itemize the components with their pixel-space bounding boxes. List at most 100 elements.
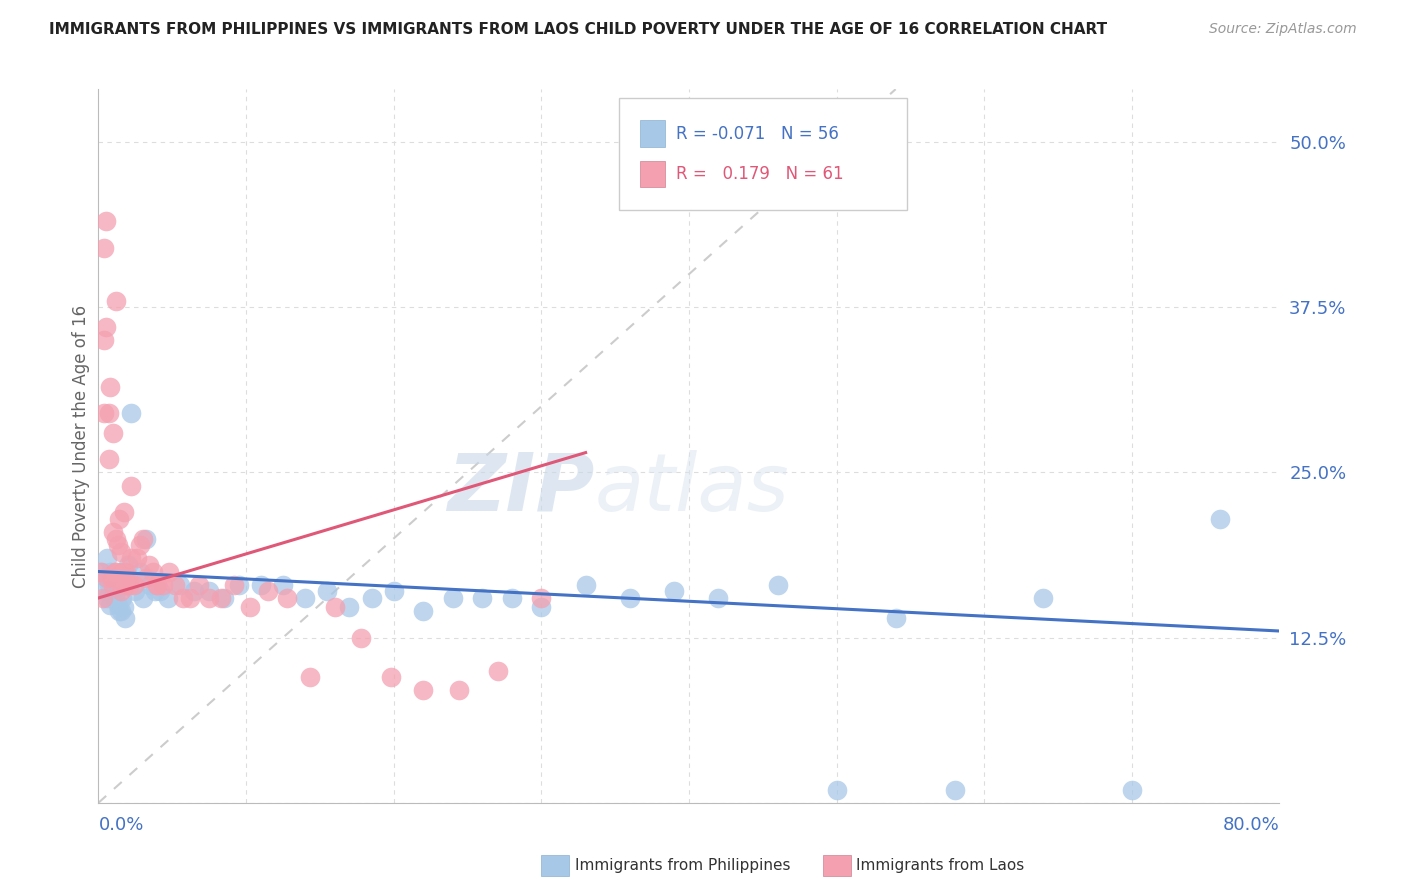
Point <box>179 591 201 605</box>
Point <box>96 591 118 605</box>
Point <box>107 538 129 552</box>
Point <box>1209 511 1232 525</box>
Point <box>93 584 115 599</box>
Point <box>138 558 160 572</box>
Point <box>103 578 125 592</box>
Point <box>224 578 246 592</box>
Point <box>128 538 150 552</box>
Point <box>90 565 112 579</box>
Point <box>96 551 118 566</box>
Point <box>380 670 402 684</box>
Point <box>103 425 125 440</box>
Point <box>108 604 131 618</box>
Point <box>664 584 686 599</box>
Point <box>110 584 132 599</box>
Point <box>94 214 117 228</box>
Point <box>105 565 128 579</box>
Point <box>143 584 166 599</box>
Point <box>441 591 464 605</box>
Point <box>114 611 136 625</box>
Point <box>412 604 434 618</box>
Point <box>447 683 470 698</box>
Point <box>105 584 128 599</box>
Point <box>100 571 122 585</box>
Point <box>884 611 907 625</box>
Point <box>100 578 122 592</box>
Point <box>152 578 174 592</box>
Point <box>169 578 191 592</box>
Point <box>165 578 187 592</box>
Text: Immigrants from Philippines: Immigrants from Philippines <box>575 858 790 872</box>
Point <box>105 293 128 308</box>
Point <box>471 591 494 605</box>
Point <box>142 565 165 579</box>
Text: ZIP: ZIP <box>447 450 595 528</box>
Point <box>271 578 294 592</box>
Point <box>157 565 180 579</box>
Text: 80.0%: 80.0% <box>1223 815 1279 834</box>
Point <box>103 524 125 539</box>
Point <box>124 584 146 599</box>
Text: atlas: atlas <box>595 450 789 528</box>
Point <box>108 511 131 525</box>
Point <box>187 578 209 592</box>
Point <box>117 558 139 572</box>
Point <box>316 584 339 599</box>
Point <box>1121 782 1143 797</box>
Point <box>107 598 129 612</box>
Point <box>228 578 250 592</box>
Point <box>104 591 127 605</box>
Point <box>575 578 598 592</box>
Point <box>135 571 157 585</box>
Point <box>111 591 134 605</box>
Point <box>120 551 142 566</box>
Point <box>112 600 135 615</box>
Point <box>132 591 155 605</box>
Point <box>212 591 235 605</box>
Point <box>122 578 145 592</box>
Point <box>132 532 155 546</box>
Point <box>110 545 132 559</box>
Text: 0.0%: 0.0% <box>98 815 143 834</box>
Point <box>111 565 134 579</box>
Point <box>412 683 434 698</box>
Point <box>943 782 966 797</box>
Y-axis label: Child Poverty Under the Age of 16: Child Poverty Under the Age of 16 <box>72 304 90 588</box>
Point <box>115 565 138 579</box>
Point <box>530 600 553 615</box>
Point <box>276 591 298 605</box>
Point <box>323 600 346 615</box>
Point <box>257 584 280 599</box>
Point <box>339 600 361 615</box>
Point <box>198 591 221 605</box>
Point <box>90 565 112 579</box>
Point <box>183 584 205 599</box>
Point <box>93 406 115 420</box>
Point <box>146 578 169 592</box>
Point <box>97 452 120 467</box>
Text: R =   0.179   N = 61: R = 0.179 N = 61 <box>676 165 844 183</box>
Point <box>120 478 142 492</box>
Point <box>250 578 273 592</box>
Point <box>91 591 114 605</box>
Text: IMMIGRANTS FROM PHILIPPINES VS IMMIGRANTS FROM LAOS CHILD POVERTY UNDER THE AGE : IMMIGRANTS FROM PHILIPPINES VS IMMIGRANT… <box>49 22 1108 37</box>
Point <box>114 578 136 592</box>
Point <box>93 333 115 347</box>
Point <box>501 591 523 605</box>
Text: Source: ZipAtlas.com: Source: ZipAtlas.com <box>1209 22 1357 37</box>
Point <box>97 406 120 420</box>
Point <box>239 600 262 615</box>
Point <box>117 571 139 585</box>
Point <box>118 578 141 592</box>
Text: Immigrants from Laos: Immigrants from Laos <box>856 858 1025 872</box>
Point <box>105 532 128 546</box>
Point <box>156 591 179 605</box>
Point <box>98 565 121 579</box>
Point <box>110 604 132 618</box>
Point <box>139 578 162 592</box>
Text: R = -0.071   N = 56: R = -0.071 N = 56 <box>676 125 839 143</box>
Point <box>382 584 405 599</box>
Point <box>98 598 121 612</box>
Point <box>135 532 157 546</box>
Point <box>96 571 118 585</box>
